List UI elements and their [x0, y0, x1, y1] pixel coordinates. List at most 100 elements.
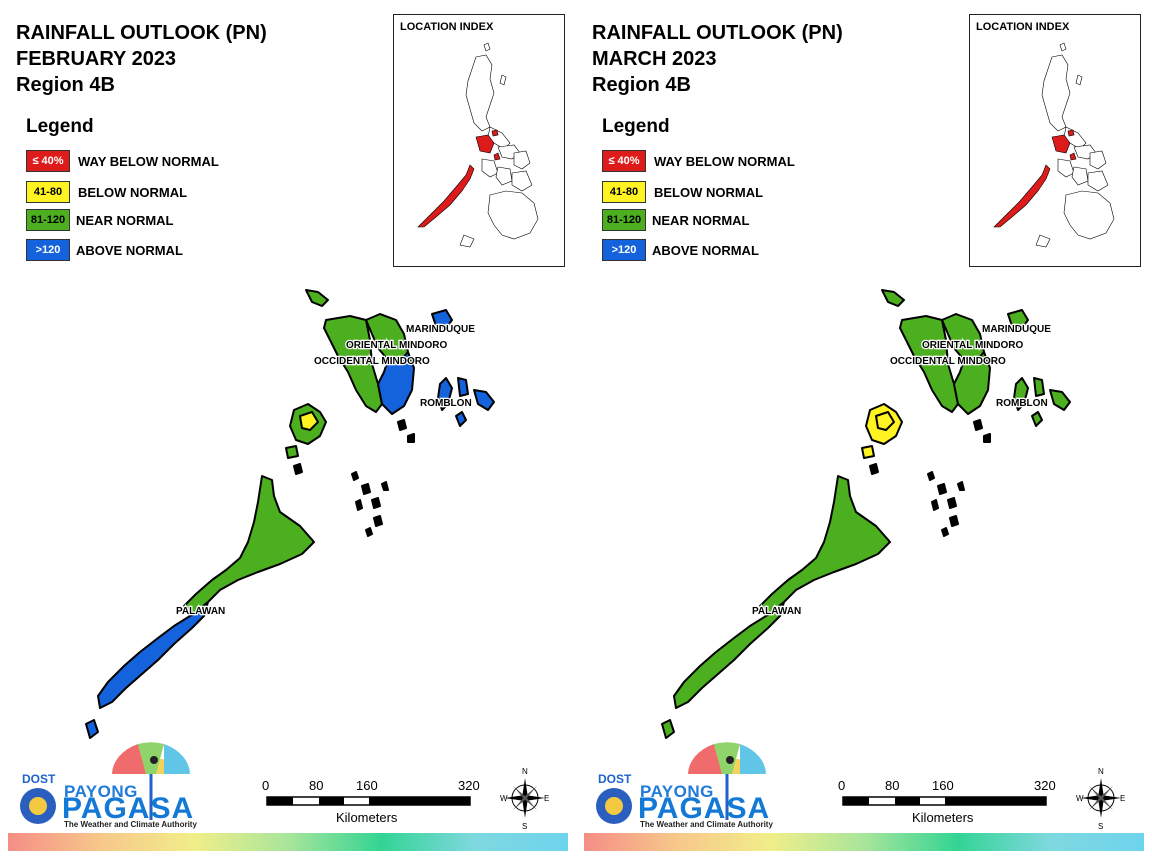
legend-label: WAY BELOW NORMAL	[78, 153, 219, 169]
scale-tick-80: 80	[309, 778, 324, 793]
province-labels: MARINDUQUE ORIENTAL MINDORO OCCIDENTAL M…	[751, 323, 1053, 619]
scale-tick-320: 320	[1034, 778, 1056, 793]
index-romblon	[1069, 152, 1077, 161]
romblon-shape-2	[457, 377, 469, 397]
compass-e: E	[1120, 794, 1125, 803]
marinduque-shape	[431, 309, 453, 329]
compass-s: S	[522, 822, 527, 830]
romblon-shape-2	[1033, 377, 1045, 397]
mindanao-landmass	[487, 190, 539, 240]
north-arrow: N S E W	[1076, 766, 1126, 831]
balabac-island	[661, 719, 675, 739]
compass-rose-icon: N S E W	[1076, 767, 1125, 831]
palawan-south-shape	[97, 601, 209, 709]
label-romblon: ROMBLON	[996, 398, 1048, 409]
title-line-2: FEBRUARY 2023	[16, 48, 177, 70]
label-palawan: PALAWAN	[752, 606, 801, 617]
label-occidental-mindoro: OCCIDENTAL MINDORO	[314, 356, 430, 367]
legend-swatch: 41-80	[602, 181, 646, 203]
compass-w: W	[1076, 794, 1084, 803]
palawan-north-shape	[183, 475, 315, 617]
lubang-island	[305, 289, 329, 307]
region-4b-highlight	[993, 129, 1077, 228]
logo-tagline: The Weather and Climate Authority	[64, 820, 197, 829]
occidental-mindoro-shape	[323, 315, 383, 413]
payong-pagasa-logo: DOST PAYONG PAGASA The Weather and Clima…	[14, 738, 214, 833]
location-index: LOCATION INDEX	[393, 14, 565, 267]
title-line-3: Region 4B	[592, 74, 691, 96]
february-outlook-panel: RAINFALL OUTLOOK (PN) FEBRUARY 2023 Regi…	[8, 14, 568, 851]
mindanao-landmass	[1063, 190, 1115, 240]
marinduque-shape	[1007, 309, 1029, 329]
legend-swatch: >120	[26, 239, 70, 261]
scale-tick-160: 160	[356, 778, 378, 793]
label-marinduque: MARINDUQUE	[406, 324, 475, 335]
payong-label: PAYONG	[640, 782, 714, 801]
romblon-shape-4	[455, 411, 467, 427]
legend-row-above: >120 ABOVE NORMAL	[26, 239, 183, 261]
calamian-spot	[299, 411, 319, 431]
romblon-shape-3	[473, 389, 495, 411]
philippines-index-map	[417, 42, 539, 248]
region-4b-map: MARINDUQUE ORIENTAL MINDORO OCCIDENTAL M…	[85, 289, 495, 739]
scale-tick-320: 320	[458, 778, 480, 793]
legend-swatch: ≤ 40%	[26, 150, 70, 172]
payong-pagasa-logo: DOST PAYONG PAGASA The Weather and Clima…	[590, 738, 790, 833]
lubang-island	[881, 289, 905, 307]
index-mindoro	[1051, 134, 1071, 154]
oriental-mindoro-east-shape	[377, 351, 415, 415]
legend-row-way-below: ≤ 40% WAY BELOW NORMAL	[602, 150, 795, 172]
label-oriental-mindoro: ORIENTAL MINDORO	[922, 340, 1024, 351]
calamian-islet	[285, 445, 299, 459]
dost-label: DOST	[598, 772, 632, 786]
label-marinduque: MARINDUQUE	[982, 324, 1051, 335]
scale-tick-160: 160	[932, 778, 954, 793]
scale-tick-80: 80	[885, 778, 900, 793]
march-outlook-panel: RAINFALL OUTLOOK (PN) MARCH 2023 Region …	[576, 0, 1152, 864]
calamian-islet	[861, 445, 875, 459]
north-arrow: N S E W	[500, 766, 550, 831]
palawan-north-shape	[759, 475, 891, 617]
payong-label: PAYONG	[64, 782, 138, 801]
calamian-spot	[875, 411, 895, 431]
scale-bar-graphic	[842, 796, 1047, 806]
legend-row-above: >120 ABOVE NORMAL	[602, 239, 759, 261]
panel-title: RAINFALL OUTLOOK (PN) FEBRUARY 2023 Regi…	[16, 20, 267, 98]
location-index: LOCATION INDEX	[969, 14, 1141, 267]
dost-label: DOST	[22, 772, 56, 786]
index-romblon	[493, 152, 501, 161]
luzon-landmass	[465, 54, 495, 132]
location-index-title: LOCATION INDEX	[976, 21, 1070, 33]
province-labels: MARINDUQUE ORIENTAL MINDORO OCCIDENTAL M…	[175, 323, 477, 619]
legend-row-below: 41-80 BELOW NORMAL	[602, 181, 763, 203]
romblon-shape-3	[1049, 389, 1071, 411]
index-mindoro	[475, 134, 495, 154]
region-4b-map: MARINDUQUE ORIENTAL MINDORO OCCIDENTAL M…	[661, 289, 1071, 739]
index-marinduque	[491, 129, 499, 137]
compass-s: S	[1098, 822, 1103, 830]
palawan-south-shape	[673, 601, 785, 709]
label-romblon: ROMBLON	[420, 398, 472, 409]
pagasa-label: PAGASA	[62, 792, 195, 825]
scale-bar: 0 80 160 320 Kilometers	[838, 778, 1058, 828]
balabac-island	[85, 719, 99, 739]
label-palawan: PALAWAN	[176, 606, 225, 617]
index-palawan	[993, 164, 1051, 228]
romblon-shape-4	[1031, 411, 1043, 427]
legend-title: Legend	[26, 116, 94, 137]
legend-label: NEAR NORMAL	[76, 212, 174, 228]
title-line-1: RAINFALL OUTLOOK (PN)	[592, 22, 843, 44]
index-marinduque	[1067, 129, 1075, 137]
legend-row-near: 81-120 NEAR NORMAL	[602, 209, 750, 231]
legend-label: NEAR NORMAL	[652, 212, 750, 228]
index-palawan	[417, 164, 475, 228]
romblon-shape-1	[437, 377, 453, 411]
scale-bar-graphic	[266, 796, 471, 806]
compass-w: W	[500, 794, 508, 803]
title-line-3: Region 4B	[16, 74, 115, 96]
legend-label: ABOVE NORMAL	[76, 242, 183, 258]
legend-row-below: 41-80 BELOW NORMAL	[26, 181, 187, 203]
pagasa-label: PAGASA	[638, 792, 771, 825]
legend-swatch: 81-120	[602, 209, 646, 231]
legend-swatch: 81-120	[26, 209, 70, 231]
